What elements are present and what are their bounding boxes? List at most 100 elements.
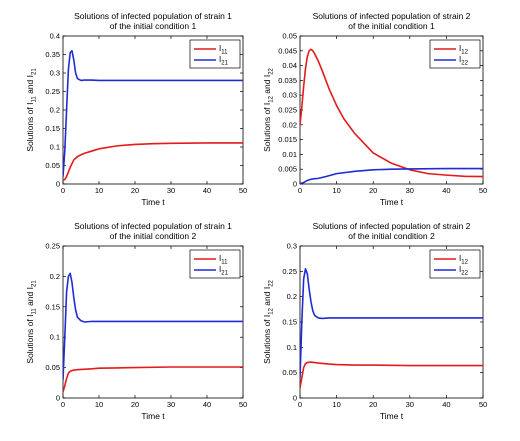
legend-box — [429, 39, 481, 69]
x-tick-label: 30 — [406, 186, 414, 195]
y-tick-label: 0.035 — [278, 76, 297, 85]
y-tick-label: 0 — [293, 180, 297, 189]
y-tick-label: 0.1 — [50, 143, 60, 152]
series-line-I11 — [63, 142, 243, 182]
x-tick-label: 20 — [369, 186, 377, 195]
chart-title-line: of the initial condition 1 — [348, 21, 435, 31]
chart-panel-1: Solutions of infected population of stra… — [25, 11, 247, 207]
y-tick-label: 0.15 — [282, 318, 297, 327]
y-tick-label: 0.02 — [282, 120, 297, 129]
chart-panel-4: Solutions of infected population of stra… — [262, 221, 487, 421]
legend-box — [189, 39, 241, 69]
series-line-I21 — [63, 272, 243, 381]
y-axis-label: Solutions of I12 and I22 — [262, 67, 275, 151]
x-tick-label: 20 — [131, 400, 139, 409]
chart-title-line: of the initial condition 2 — [348, 231, 435, 241]
x-tick-label: 50 — [239, 400, 247, 409]
x-axis-label: Time t — [141, 197, 165, 207]
x-tick-label: 40 — [203, 400, 211, 409]
y-tick-label: 0.05 — [282, 368, 297, 377]
legend-entry-I22: I22 — [459, 265, 469, 277]
x-tick-label: 30 — [406, 400, 414, 409]
x-tick-label: 30 — [167, 400, 175, 409]
x-tick-label: 10 — [332, 400, 340, 409]
chart-title-line: of the initial condition 1 — [110, 21, 197, 31]
series-line-I22 — [300, 167, 483, 184]
x-tick-label: 30 — [167, 186, 175, 195]
chart-title-line: of the initial condition 2 — [110, 231, 197, 241]
chart-panel-3: Solutions of infected population of stra… — [25, 221, 247, 421]
chart-panel-2: Solutions of infected population of stra… — [262, 11, 487, 207]
x-tick-label: 40 — [442, 400, 450, 409]
y-tick-label: 0.05 — [282, 32, 297, 41]
legend-box — [189, 249, 241, 279]
series-line-I12 — [300, 48, 483, 178]
legend-entry-I12: I12 — [459, 44, 469, 56]
legend-entry-I22: I22 — [459, 55, 469, 67]
y-tick-label: 0.045 — [278, 46, 297, 55]
y-tick-label: 0.2 — [287, 292, 297, 301]
chart-title-line: Solutions of infected population of stra… — [74, 11, 232, 21]
x-tick-label: 40 — [442, 186, 450, 195]
y-tick-label: 0.3 — [287, 242, 297, 251]
y-axis-label: Solutions of I11 and I21 — [25, 280, 38, 364]
y-tick-label: 0.15 — [45, 302, 60, 311]
legend-entry-I11: I11 — [219, 254, 228, 266]
x-axis-label: Time t — [380, 197, 404, 207]
y-tick-label: 0.1 — [50, 333, 60, 342]
x-tick-label: 10 — [95, 400, 103, 409]
series-line-I11 — [63, 366, 243, 393]
x-tick-label: 40 — [203, 186, 211, 195]
y-tick-label: 0.05 — [45, 363, 60, 372]
x-tick-label: 0 — [61, 186, 65, 195]
x-tick-label: 10 — [332, 186, 340, 195]
y-tick-label: 0.35 — [45, 50, 60, 59]
y-tick-label: 0.3 — [50, 69, 60, 78]
chart-title-line: Solutions of infected population of stra… — [313, 221, 471, 231]
y-tick-label: 0 — [56, 394, 60, 403]
y-tick-label: 0.005 — [278, 165, 297, 174]
x-tick-label: 50 — [479, 186, 487, 195]
y-tick-label: 0 — [56, 180, 60, 189]
x-axis-label: Time t — [380, 411, 404, 421]
y-tick-label: 0.04 — [282, 61, 297, 70]
y-tick-label: 0 — [293, 394, 297, 403]
y-tick-label: 0.05 — [45, 161, 60, 170]
x-tick-label: 0 — [298, 400, 302, 409]
y-tick-label: 0.025 — [278, 106, 297, 115]
y-tick-label: 0.03 — [282, 91, 297, 100]
y-tick-label: 0.25 — [45, 242, 60, 251]
legend-entry-I11: I11 — [219, 44, 228, 56]
y-axis-label: Solutions of I12 and I22 — [262, 279, 275, 363]
series-line-I21 — [63, 50, 243, 178]
chart-title-line: Solutions of infected population of stra… — [74, 221, 232, 231]
y-tick-label: 0.25 — [45, 87, 60, 96]
y-tick-label: 0.2 — [50, 106, 60, 115]
y-tick-label: 0.01 — [282, 150, 297, 159]
series-line-I22 — [300, 268, 483, 379]
y-tick-label: 0.2 — [50, 272, 60, 281]
x-tick-label: 0 — [298, 186, 302, 195]
x-tick-label: 0 — [61, 400, 65, 409]
y-tick-label: 0.1 — [287, 343, 297, 352]
y-axis-label: Solutions of I11 and I21 — [25, 68, 38, 152]
y-tick-label: 0.15 — [45, 124, 60, 133]
y-tick-label: 0.4 — [50, 32, 60, 41]
x-tick-label: 50 — [239, 186, 247, 195]
legend-entry-I12: I12 — [459, 254, 469, 266]
x-tick-label: 50 — [479, 400, 487, 409]
chart-title-line: Solutions of infected population of stra… — [313, 11, 471, 21]
series-line-I12 — [300, 361, 483, 389]
y-tick-label: 0.25 — [282, 267, 297, 276]
y-tick-label: 0.015 — [278, 135, 297, 144]
legend-entry-I21: I21 — [219, 265, 229, 277]
legend-entry-I21: I21 — [219, 55, 229, 67]
x-axis-label: Time t — [141, 411, 165, 421]
x-tick-label: 20 — [131, 186, 139, 195]
